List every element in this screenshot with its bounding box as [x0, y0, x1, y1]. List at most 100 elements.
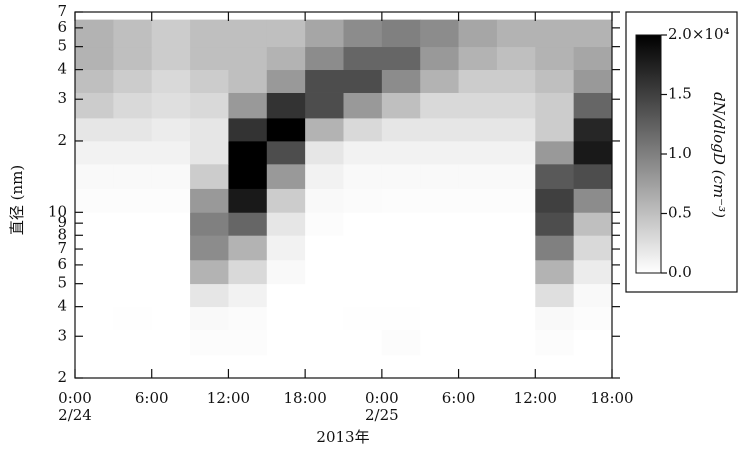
y-tick-label: 2 [57, 368, 67, 386]
heatmap-cell [75, 69, 114, 93]
heatmap-cell [228, 283, 268, 308]
heatmap-cell [343, 19, 383, 48]
heatmap-cell [573, 19, 613, 48]
heatmap-cell [305, 329, 344, 356]
heatmap-cell [190, 92, 229, 119]
heatmap-cell [420, 355, 459, 379]
heatmap-cell [228, 117, 268, 142]
heatmap-cell [343, 46, 383, 71]
x-tick-label: 18:00 [590, 389, 633, 407]
heatmap-cell [190, 212, 229, 236]
heatmap-cell [458, 235, 498, 261]
heatmap-cell [266, 140, 306, 165]
heatmap-cell [535, 46, 575, 71]
heatmap-cell [573, 355, 613, 379]
heatmap-cell [266, 212, 306, 236]
x-tick-label: 18:00 [284, 389, 327, 407]
heatmap-cell [496, 355, 536, 379]
heatmap-cell [458, 117, 498, 142]
heatmap-cell [75, 329, 114, 356]
heatmap-cell [75, 117, 114, 142]
heatmap-cell [305, 163, 344, 189]
heatmap-cell [113, 140, 153, 165]
heatmap-cell [420, 117, 459, 142]
heatmap-cell [190, 329, 229, 356]
colorbar-tick-label: 1.5 [668, 85, 692, 103]
heatmap-cell [535, 19, 575, 48]
y-tick-label: 7 [57, 239, 67, 257]
x-tick-label: 0:00 [365, 389, 399, 407]
heatmap-cell [420, 140, 459, 165]
heatmap-cell [343, 69, 383, 93]
heatmap-cell [573, 69, 613, 93]
heatmap-cell [228, 69, 268, 93]
heatmap-cell [151, 235, 191, 261]
heatmap-cell [266, 163, 306, 189]
heatmap-cell [151, 69, 191, 93]
heatmap-cell [535, 259, 575, 285]
heatmap-cell [381, 69, 421, 93]
heatmap-cell [75, 92, 114, 119]
y-tick-label: 8 [57, 225, 67, 243]
heatmap-cell [190, 46, 229, 71]
heatmap-cell [75, 46, 114, 71]
heatmap-cell [305, 92, 344, 119]
heatmap-cell [381, 140, 421, 165]
heatmap-cell [420, 306, 459, 331]
heatmap-cell [496, 117, 536, 142]
heatmap-cell [113, 355, 153, 379]
y-tick-label: 2 [57, 131, 67, 149]
colorbar-tick-label: 0.5 [668, 204, 692, 222]
heatmap-cell [573, 259, 613, 285]
heatmap-cell [381, 19, 421, 48]
heatmap-cell [151, 117, 191, 142]
heatmap-cell [113, 46, 153, 71]
heatmap-cell [228, 306, 268, 331]
y-tick-label: 7 [57, 2, 67, 20]
heatmap-cell [228, 46, 268, 71]
heatmap-cell [458, 355, 498, 379]
heatmap-cell [305, 306, 344, 331]
heatmap-cell [266, 19, 306, 48]
heatmap-cell [151, 188, 191, 213]
heatmap-cell [151, 212, 191, 236]
heatmap-cell [381, 306, 421, 331]
heatmap-cell [381, 188, 421, 213]
heatmap-cell [496, 259, 536, 285]
heatmap-cell [343, 140, 383, 165]
y-tick-label: 3 [57, 326, 67, 344]
x-axis-title: 2013年 [316, 428, 369, 446]
heatmap-cell [343, 117, 383, 142]
heatmap-cell [151, 355, 191, 379]
heatmap-cell [151, 140, 191, 165]
heatmap-cell [266, 69, 306, 93]
heatmap-cell [496, 19, 536, 48]
heatmap-cell [190, 355, 229, 379]
heatmap-cell [535, 69, 575, 93]
heatmap-cell [458, 19, 498, 48]
heatmap-cell [266, 117, 306, 142]
heatmap-cell [573, 306, 613, 331]
heatmap-cell [496, 212, 536, 236]
heatmap-cell [266, 306, 306, 331]
heatmap-cell [458, 188, 498, 213]
heatmap-cell [190, 188, 229, 213]
heatmap-cell [305, 188, 344, 213]
heatmap-cell [420, 188, 459, 213]
heatmap-cell [305, 259, 344, 285]
heatmap-cell [113, 212, 153, 236]
heatmap-cell [75, 259, 114, 285]
heatmap-cell [458, 163, 498, 189]
heatmap-cell [573, 212, 613, 236]
heatmap-cell [75, 355, 114, 379]
heatmap-cell [343, 306, 383, 331]
heatmap-cell [573, 329, 613, 356]
heatmap-cell [228, 188, 268, 213]
y-tick-label: 3 [57, 89, 67, 107]
colorbar-title: dN/dlogD (cm⁻³) [710, 92, 728, 218]
heatmap-cell [535, 117, 575, 142]
heatmap-cell [496, 283, 536, 308]
heatmap-cell [573, 283, 613, 308]
heatmap-cell [573, 188, 613, 213]
heatmap-cell [305, 235, 344, 261]
